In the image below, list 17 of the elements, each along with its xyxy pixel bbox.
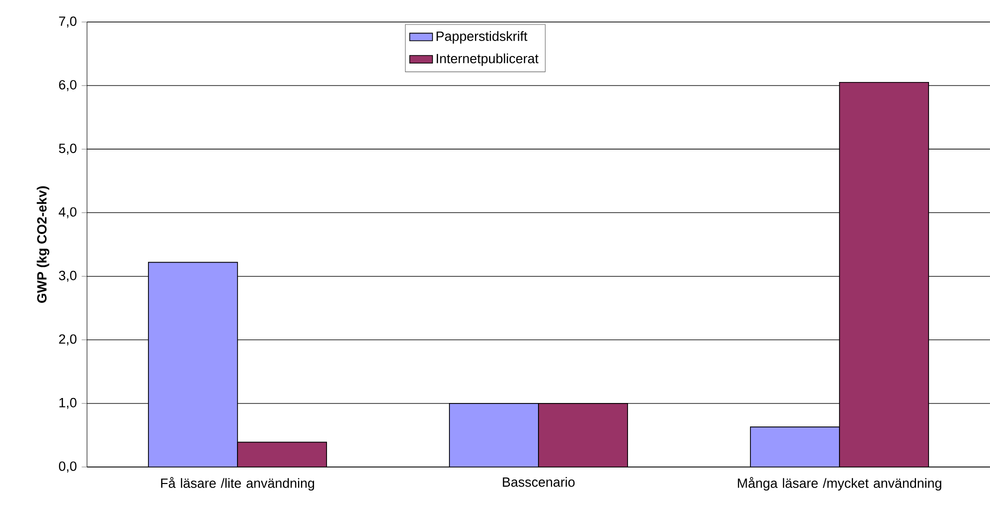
y-tick-label: 4,0	[58, 207, 76, 218]
y-tick-label: 0,0	[58, 461, 76, 473]
bar	[839, 82, 929, 467]
y-tick-label: 6,0	[59, 80, 76, 92]
y-tick-label: 3,0	[58, 270, 76, 282]
x-tick-label: Basscenario	[502, 477, 575, 487]
y-tick-label: 2,0	[59, 334, 76, 346]
y-tick-label: 1,0	[59, 398, 76, 409]
y-tick-label: 5,0	[58, 144, 76, 155]
bar	[538, 403, 628, 467]
x-tick-label: Många läsare /mycket användning	[738, 477, 942, 491]
legend-label: Internetpublicerat	[436, 53, 538, 66]
bar	[237, 442, 328, 467]
legend-label: Papperstidskrift	[436, 31, 528, 44]
y-tick-label: 7,0	[59, 16, 76, 28]
y-axis-title: GWP (kg CO2-ekv)	[36, 186, 50, 303]
x-tick-label: Få läsare /lite användning	[161, 477, 314, 491]
